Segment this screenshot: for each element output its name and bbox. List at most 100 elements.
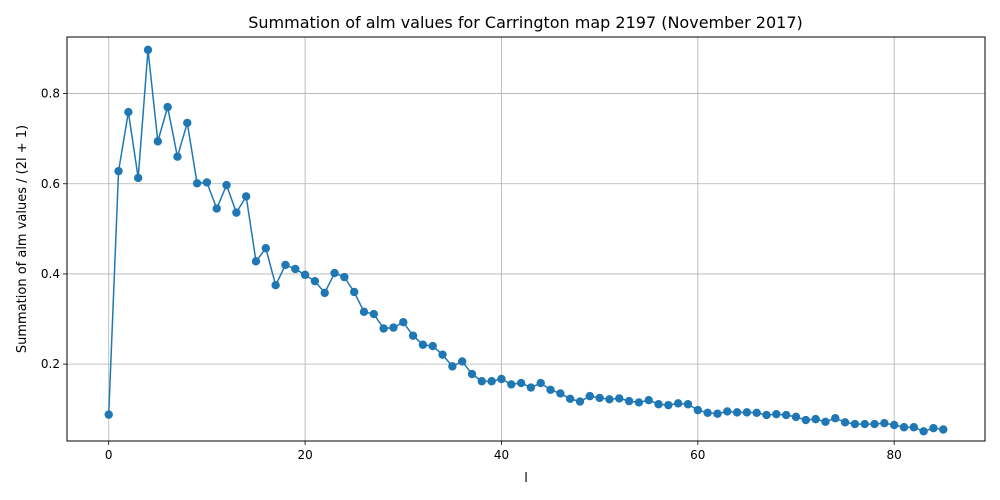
data-point	[889, 420, 899, 430]
data-point	[526, 383, 536, 392]
data-point	[497, 374, 506, 384]
x-tick-label: 20	[297, 448, 312, 462]
data-point	[850, 419, 860, 429]
data-point	[408, 331, 418, 340]
data-point	[615, 394, 624, 403]
data-point	[565, 394, 575, 404]
data-point	[389, 323, 398, 332]
data-point	[840, 418, 850, 427]
data-point	[340, 272, 349, 282]
data-point	[133, 173, 143, 183]
data-point	[693, 405, 703, 415]
data-point	[114, 166, 123, 176]
data-point	[418, 340, 428, 349]
data-point	[605, 395, 614, 404]
data-point	[831, 414, 840, 423]
data-point	[320, 288, 329, 298]
data-point	[791, 412, 801, 422]
y-tick-label: 0.6	[41, 177, 60, 191]
data-point	[595, 393, 604, 403]
data-point	[811, 414, 820, 424]
x-tick-label: 60	[690, 448, 705, 462]
data-point	[919, 427, 928, 436]
data-point	[654, 400, 663, 409]
data-point	[477, 377, 487, 386]
data-point	[870, 419, 879, 429]
data-point	[487, 377, 496, 386]
data-point	[536, 378, 545, 388]
data-point	[349, 287, 359, 297]
data-point	[261, 244, 271, 253]
data-point	[281, 260, 290, 270]
data-point	[310, 276, 320, 286]
data-point	[556, 389, 565, 398]
y-axis-ticks: 0.2 0.4 0.6 0.8	[41, 87, 67, 371]
data-point	[438, 350, 447, 359]
data-point	[143, 45, 153, 55]
data-point	[399, 317, 408, 327]
data-point	[124, 107, 133, 117]
x-axis-ticks: 0 20 40 60 80	[105, 441, 902, 462]
data-point	[703, 408, 712, 418]
data-point	[212, 204, 221, 213]
grid	[67, 37, 985, 441]
data-point	[821, 417, 830, 427]
data-point	[929, 423, 938, 433]
data-point	[575, 397, 585, 406]
data-point	[516, 378, 526, 388]
data-point	[251, 257, 261, 266]
data-point	[173, 152, 182, 161]
data-point	[232, 208, 241, 217]
data-point	[644, 395, 653, 405]
data-point	[664, 400, 673, 410]
data-point	[271, 281, 280, 290]
data-point	[762, 410, 771, 420]
data-point	[772, 409, 781, 419]
data-point	[507, 380, 516, 389]
data-point	[860, 419, 869, 429]
y-tick-label: 0.8	[41, 87, 60, 101]
data-point	[752, 408, 761, 418]
data-point	[880, 418, 889, 428]
x-tick-label: 0	[105, 448, 113, 462]
data-point	[153, 137, 163, 146]
data-point	[428, 341, 437, 351]
data-point	[192, 179, 202, 188]
data-point	[457, 357, 467, 366]
y-axis-label: Summation of alm values / (2l + 1)	[15, 125, 30, 353]
data-point	[241, 192, 251, 201]
data-point	[801, 415, 811, 425]
data-point	[673, 399, 683, 408]
data-point	[163, 102, 172, 112]
y-tick-label: 0.2	[41, 357, 60, 371]
data-point	[899, 423, 909, 432]
data-point	[939, 425, 948, 434]
data-point	[624, 396, 634, 406]
data-point	[379, 324, 388, 333]
data-point	[585, 391, 595, 401]
data-point	[359, 307, 369, 317]
data-point	[330, 268, 339, 278]
data-point	[546, 385, 555, 395]
data-point	[781, 410, 791, 420]
data-point	[713, 409, 722, 418]
data-point	[300, 270, 310, 280]
data-point	[732, 408, 742, 417]
data-point	[448, 362, 457, 371]
data-points	[104, 45, 948, 436]
data-point	[909, 423, 919, 432]
data-point	[369, 309, 379, 319]
data-point	[291, 264, 300, 274]
x-tick-label: 40	[494, 448, 509, 462]
data-point	[104, 410, 113, 419]
x-tick-label: 80	[887, 448, 902, 462]
chart-title: Summation of alm values for Carrington m…	[248, 13, 803, 32]
data-point	[183, 118, 192, 128]
data-point	[683, 400, 693, 409]
y-tick-label: 0.4	[41, 267, 60, 281]
data-point	[723, 407, 732, 416]
x-axis-label: l	[524, 471, 528, 486]
data-point	[742, 408, 752, 417]
data-point	[222, 180, 231, 190]
